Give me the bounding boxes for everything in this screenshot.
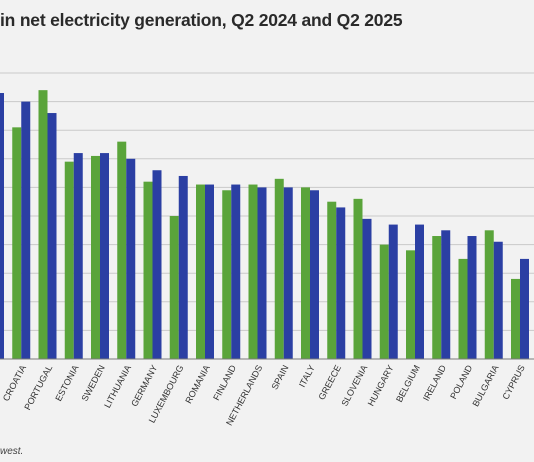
bar-series-1-greece: [327, 201, 337, 359]
bar-series-1-slovenia: [353, 198, 363, 359]
x-tick-label: LITHUANIA: [102, 363, 133, 409]
x-tick-label: GERMANY: [129, 363, 159, 408]
bar-series-1-cyprus: [511, 278, 520, 359]
bar-series-2-luxembourg: [178, 175, 188, 359]
bar-series-2-netherlands: [257, 187, 267, 359]
bar-series-2-bulgaria: [493, 241, 503, 359]
bar-series-1-romania: [196, 184, 205, 359]
bar-series-1-germany: [143, 181, 153, 359]
bar-series-1-italy: [301, 187, 310, 359]
bar-series-1-portugal: [38, 90, 48, 359]
bar-series-2-italy: [310, 190, 319, 359]
bar-series-2-estonia: [73, 153, 83, 359]
bar-series-2-portugal: [47, 113, 57, 359]
bar-series-2-cyprus: [520, 258, 529, 359]
bar-series-2-lithuania: [126, 158, 136, 359]
bar-series-1-spain: [274, 178, 284, 359]
source-note: west.: [0, 446, 24, 457]
bar-series-2-hungary: [388, 224, 398, 359]
bar-series-1-bulgaria: [484, 230, 494, 359]
bar-series-2-poland: [467, 236, 477, 359]
bar-series-1-estonia: [64, 161, 74, 359]
x-tick-label: HUNGARY: [366, 363, 396, 407]
x-tick-label: ROMANIA: [183, 363, 212, 405]
x-tick-label: ITALY: [297, 363, 317, 389]
bar-series-2-finland: [231, 184, 241, 359]
x-tick-label: IRELAND: [421, 363, 448, 403]
bar-series-2-romania: [205, 184, 214, 359]
x-tick-label: BULGARIA: [470, 363, 500, 408]
bar-series-1-hungary: [379, 244, 389, 359]
x-tick-label: ESTONIA: [53, 363, 80, 402]
x-tick-label: POLAND: [448, 363, 474, 401]
x-tick-labels: CROATIAPORTUGALESTONIASWEDENLITHUANIAGER…: [1, 363, 527, 427]
bar-series-2-ireland: [441, 230, 451, 359]
bar-series-2-cat0: [0, 93, 4, 360]
bar-series-1-finland: [222, 190, 232, 359]
x-tick-label: FINLAND: [211, 363, 238, 402]
bar-series-1-ireland: [432, 236, 442, 359]
x-tick-label: BELGIUM: [394, 363, 422, 403]
bars: [0, 90, 529, 360]
x-tick-label: SPAIN: [269, 363, 290, 391]
bar-series-2-belgium: [415, 224, 424, 359]
x-tick-label: GREECE: [316, 363, 343, 401]
bar-series-2-germany: [152, 170, 162, 359]
bar-series-2-greece: [336, 207, 346, 359]
bar-series-2-slovenia: [362, 218, 372, 359]
bar-series-1-luxembourg: [169, 216, 179, 359]
bar-series-2-spain: [283, 187, 293, 359]
bar-series-2-sweden: [100, 153, 109, 359]
bar-series-1-lithuania: [117, 141, 127, 359]
bar-series-2-croatia: [21, 101, 31, 359]
bar-series-1-belgium: [406, 250, 415, 359]
bar-series-1-sweden: [91, 155, 100, 359]
x-tick-label: SWEDEN: [79, 363, 106, 403]
x-tick-label: SLOVENIA: [339, 363, 369, 407]
bar-series-1-croatia: [12, 127, 22, 359]
bar-series-1-poland: [458, 258, 468, 359]
chart-title: in net electricity generation, Q2 2024 a…: [0, 10, 403, 30]
x-tick-label: CYPRUS: [500, 363, 526, 401]
bar-series-1-netherlands: [248, 184, 258, 359]
x-tick-label: CROATIA: [1, 363, 28, 402]
x-tick-label: PORTUGAL: [22, 363, 54, 411]
